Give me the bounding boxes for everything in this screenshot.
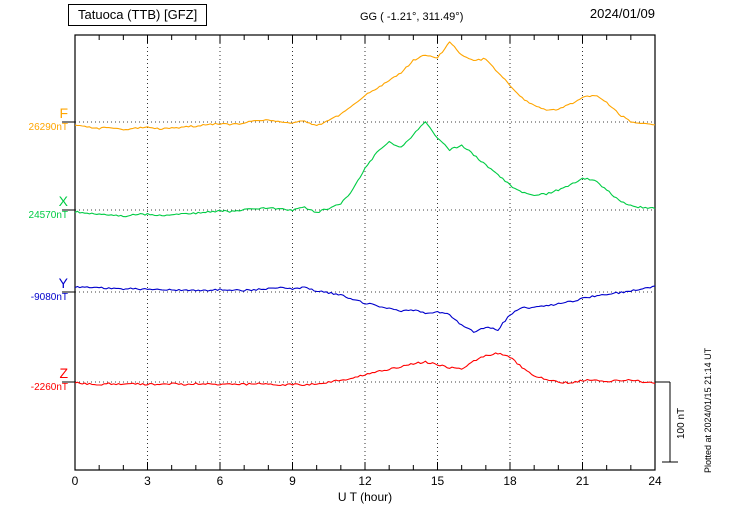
series-label-z: Z -2260nT [0, 366, 68, 393]
x-tick-label: 3 [144, 474, 151, 488]
x-tick-label: 12 [358, 474, 372, 488]
x-tick-label: 15 [430, 474, 445, 488]
series-name: Z [59, 365, 68, 381]
x-tick-label: 24 [648, 474, 662, 488]
series-name: X [58, 193, 68, 209]
series-baseline-value: 26290nT [28, 122, 68, 133]
station-title-text: Tatuoca (TTB) [GFZ] [78, 7, 198, 22]
series-name: F [59, 105, 68, 121]
series-baseline-value: -9080nT [30, 292, 68, 303]
x-axis-tick-labels: 0 3 6 9 12 15 18 21 24 [0, 474, 730, 488]
series-baseline-value: 24570nT [28, 210, 68, 221]
scale-bar-label: 100 nT [676, 407, 687, 439]
x-tick-label: 9 [289, 474, 296, 488]
x-tick-label: 0 [71, 474, 79, 488]
x-tick-label: 21 [575, 474, 590, 488]
x-tick-label: 6 [216, 474, 224, 488]
x-axis-label: U T (hour) [337, 490, 393, 504]
series-label-f: F 26290nT [0, 106, 68, 133]
plotted-timestamp-note: Plotted at 2024/01/15 21:14 UT [703, 347, 713, 473]
geographic-coordinates: GG ( -1.21°, 311.49°) [360, 11, 464, 23]
plot-date: 2024/01/09 [589, 6, 655, 21]
x-tick-label: 18 [503, 474, 517, 488]
series-name: Y [58, 275, 68, 291]
series-baseline-value: -2260nT [30, 382, 68, 393]
station-title: Tatuoca (TTB) [GFZ] [68, 4, 208, 26]
series-label-y: Y -9080nT [0, 276, 68, 303]
series-label-x: X 24570nT [0, 194, 68, 221]
